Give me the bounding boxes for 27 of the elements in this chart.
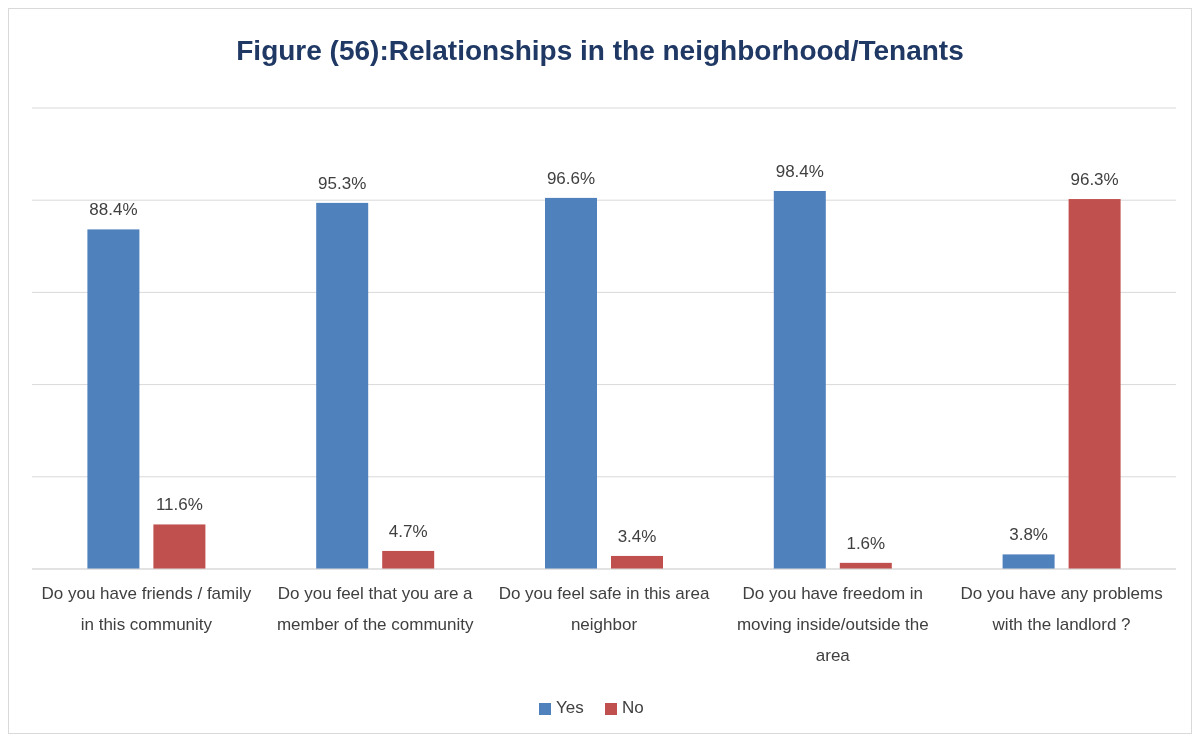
x-tick-label: Do you feel safe in this area neighbor: [498, 584, 710, 634]
data-label: 4.7%: [388, 521, 428, 541]
data-label: 98.4%: [775, 161, 824, 181]
bar: [153, 524, 206, 569]
x-tick-label: Do you have any problems with the landlord ?: [960, 584, 1163, 634]
data-label: 95.3%: [318, 173, 367, 193]
data-label: 88.4%: [89, 200, 138, 220]
bar: [1002, 554, 1055, 569]
legend-label: Yes: [556, 698, 584, 718]
bar: [611, 555, 663, 569]
data-label: 3.8%: [1009, 525, 1048, 545]
bar: [316, 202, 369, 569]
legend-label: No: [622, 698, 644, 718]
chart-title: Figure (56):Relationships in the neighborhood/Tenants: [236, 35, 964, 66]
x-tick-label: Do you feel that you are a member of the community: [276, 584, 474, 634]
data-label: 11.6%: [155, 495, 203, 515]
data-label: 3.4%: [617, 526, 657, 546]
data-label: 96.6%: [546, 168, 596, 188]
bar: [382, 550, 435, 569]
data-label: 1.6%: [846, 533, 886, 553]
bar: [87, 229, 140, 569]
x-tick-label: Do you have friends / family in this community: [41, 584, 252, 634]
bar: [1068, 199, 1121, 569]
data-label: 96.3%: [1070, 170, 1119, 190]
x-tick-label: Do you have freedom in moving inside/outside the area: [736, 584, 929, 665]
bar: [773, 190, 826, 569]
bar: [545, 197, 597, 569]
